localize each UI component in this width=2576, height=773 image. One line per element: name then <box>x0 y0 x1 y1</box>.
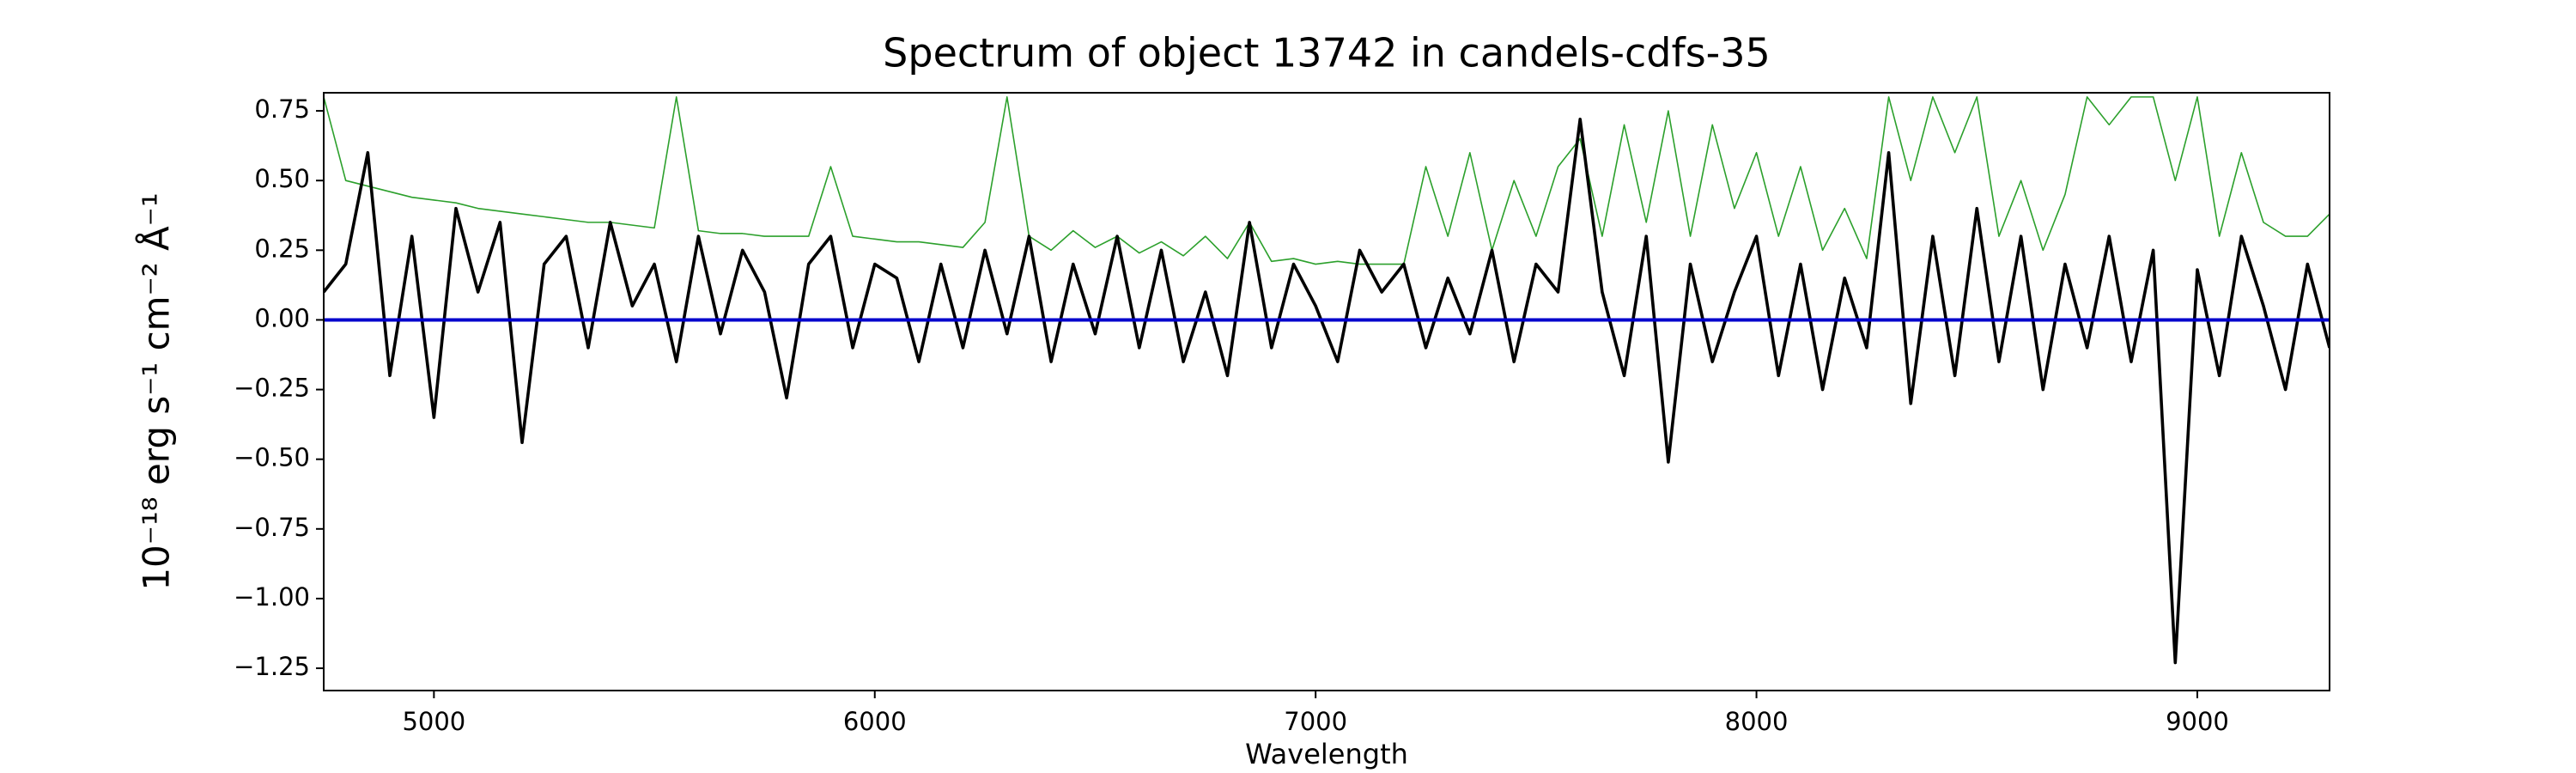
y-tick-label: −0.25 <box>234 374 310 403</box>
chart-title: Spectrum of object 13742 in candels-cdfs… <box>883 30 1771 76</box>
x-tick-label: 7000 <box>1284 707 1347 736</box>
y-tick-label: −1.25 <box>234 652 310 681</box>
x-tick-label: 9000 <box>2166 707 2229 736</box>
y-tick-label: 0.25 <box>254 234 310 263</box>
x-axis-label: Wavelength <box>1245 738 1408 770</box>
y-tick-label: −0.75 <box>234 513 310 542</box>
y-tick-label: −1.00 <box>234 582 310 612</box>
plot-area <box>324 96 2330 665</box>
series-line <box>324 96 2330 265</box>
y-tick-label: 0.50 <box>254 164 310 193</box>
x-tick-label: 6000 <box>843 707 907 736</box>
y-tick-label: −0.50 <box>234 443 310 472</box>
axes-frame <box>323 92 2330 691</box>
y-tick-label: 0.75 <box>254 94 310 124</box>
y-tick-label: 0.00 <box>254 303 310 332</box>
x-tick-label: 5000 <box>402 707 465 736</box>
y-axis-label: 10⁻¹⁸ erg s⁻¹ cm⁻² Å⁻¹ <box>135 192 178 590</box>
x-tick-label: 8000 <box>1725 707 1789 736</box>
series-line <box>324 118 2330 665</box>
